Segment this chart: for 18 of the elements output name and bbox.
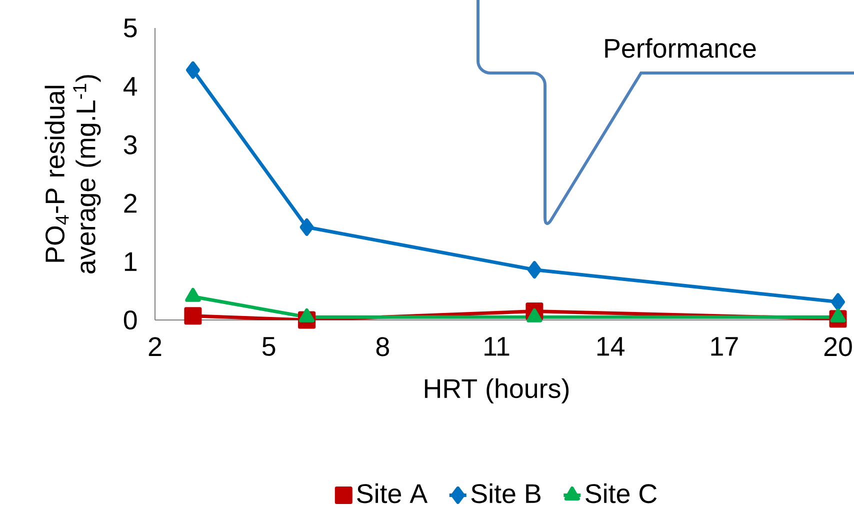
legend-label: Site C xyxy=(586,483,657,504)
y-tick-label: 0 xyxy=(124,310,137,330)
legend-label: Site B xyxy=(471,483,540,504)
y-tick-label: 5 xyxy=(124,18,137,38)
x-tick-label: 17 xyxy=(711,337,738,356)
y-tick-label: 4 xyxy=(124,77,138,96)
y-tick-label: 3 xyxy=(124,135,137,154)
x-tick-label: 2 xyxy=(148,337,162,356)
x-axis-title: HRT (hours) xyxy=(424,378,569,404)
x-tick-label: 11 xyxy=(484,337,510,356)
x-tick-label: 5 xyxy=(262,337,276,356)
legend-label: Site A xyxy=(357,483,428,504)
annotation: Performance xyxy=(605,38,756,58)
y-tick-label: 1 xyxy=(124,252,137,271)
x-tick-label: 8 xyxy=(376,337,389,356)
y-tick-label: 2 xyxy=(124,194,136,213)
x-tick-label: 14 xyxy=(597,337,625,356)
x-tick-label: 20 xyxy=(824,337,852,356)
